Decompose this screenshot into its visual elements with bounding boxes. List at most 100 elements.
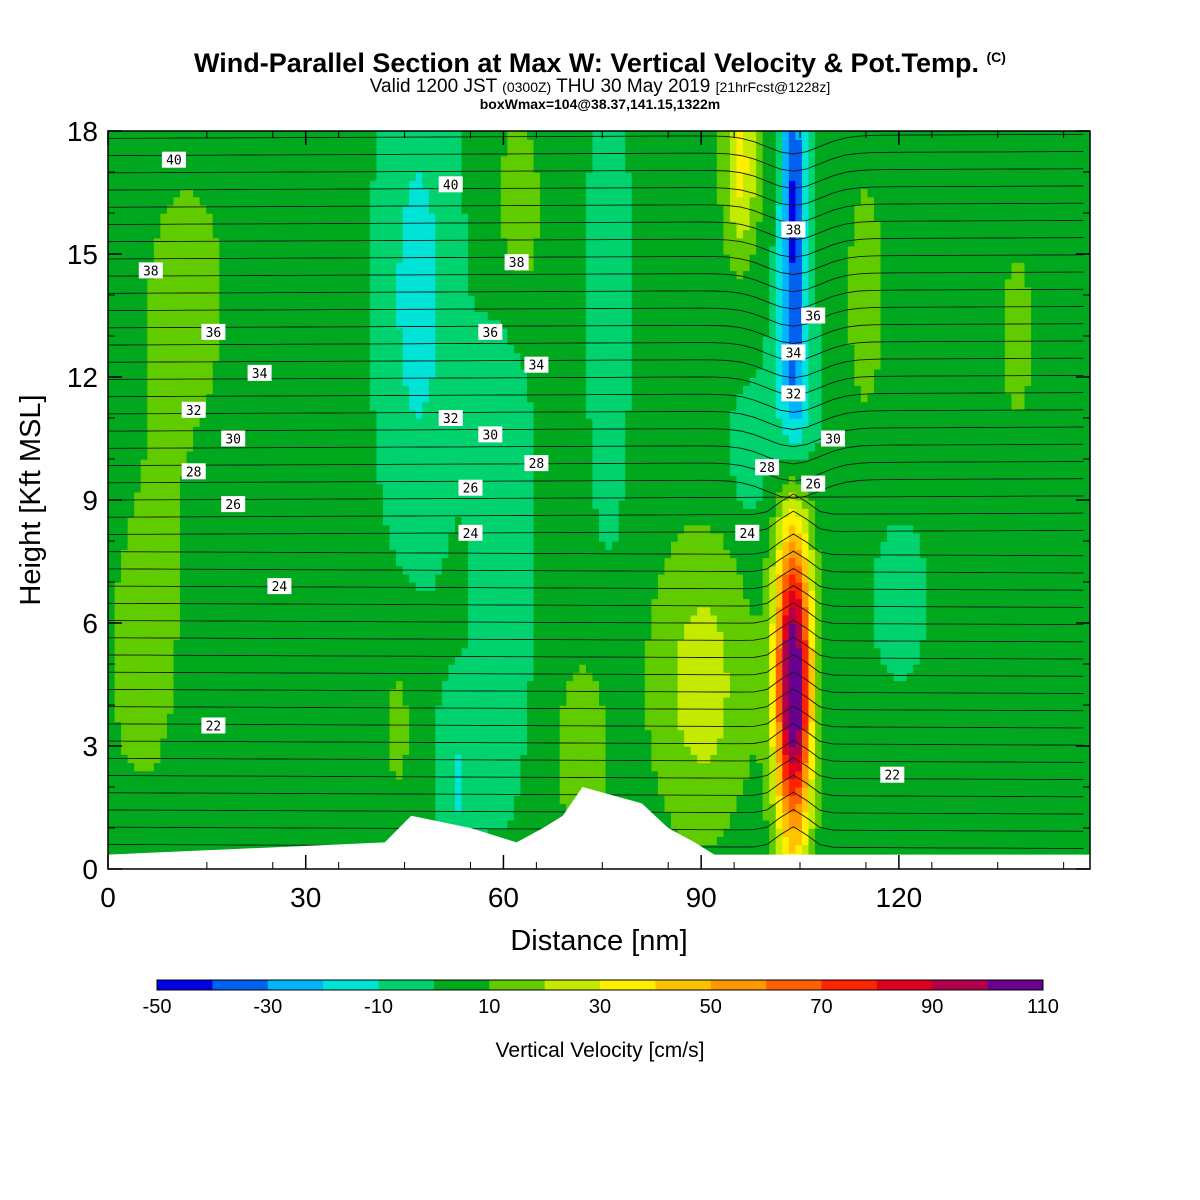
velocity-cell	[638, 770, 646, 780]
velocity-cell	[428, 639, 437, 649]
velocity-cell	[553, 705, 561, 714]
velocity-cell	[618, 787, 626, 796]
velocity-cell	[965, 811, 973, 821]
velocity-cell	[468, 680, 476, 690]
velocity-cell	[605, 770, 613, 780]
velocity-cell	[369, 606, 378, 616]
velocity-cell	[1070, 639, 1078, 649]
velocity-cell	[801, 664, 810, 673]
velocity-cell	[160, 795, 168, 805]
velocity-cell	[873, 598, 882, 608]
velocity-cell	[252, 828, 260, 837]
velocity-cell	[140, 836, 148, 846]
velocity-cell	[599, 770, 607, 780]
velocity-cell	[258, 647, 266, 657]
velocity-cell	[546, 713, 554, 723]
velocity-cell	[664, 696, 672, 706]
velocity-cell	[566, 705, 574, 714]
velocity-cell	[697, 729, 705, 739]
velocity-cell	[1011, 787, 1019, 796]
velocity-cell	[291, 836, 299, 846]
velocity-cell	[533, 778, 541, 788]
velocity-cell	[324, 647, 332, 657]
velocity-cell	[801, 688, 810, 698]
velocity-cell	[330, 614, 338, 624]
velocity-cell	[965, 721, 973, 731]
velocity-cell	[769, 795, 777, 805]
velocity-cell	[369, 705, 378, 714]
velocity-cell	[900, 787, 908, 796]
velocity-cell	[441, 729, 450, 739]
velocity-cell	[337, 664, 345, 673]
velocity-cell	[729, 647, 738, 657]
velocity-cell	[847, 762, 856, 772]
velocity-cell	[121, 713, 129, 723]
velocity-cell	[906, 844, 914, 854]
velocity-cell	[690, 811, 698, 821]
velocity-cell	[422, 623, 430, 632]
velocity-cell	[913, 819, 921, 829]
velocity-cell	[991, 819, 1000, 829]
velocity-cell	[572, 655, 581, 665]
velocity-cell	[945, 655, 954, 665]
velocity-cell	[396, 696, 404, 706]
velocity-cell	[1063, 631, 1072, 641]
velocity-cell	[219, 655, 227, 665]
velocity-cell	[959, 614, 967, 624]
velocity-cell	[114, 664, 122, 673]
velocity-cell	[1076, 631, 1085, 641]
velocity-cell	[782, 803, 790, 813]
velocity-cell	[513, 770, 522, 780]
velocity-cell	[939, 598, 947, 608]
velocity-cell	[749, 803, 757, 813]
velocity-cell	[180, 836, 188, 846]
velocity-cell	[369, 655, 378, 665]
velocity-cell	[238, 647, 247, 657]
velocity-cell	[474, 819, 482, 829]
velocity-cell	[173, 631, 181, 641]
velocity-cell	[579, 705, 587, 714]
velocity-cell	[854, 811, 862, 821]
velocity-cell	[716, 696, 725, 706]
velocity-cell	[533, 746, 541, 755]
velocity-cell	[972, 664, 980, 673]
velocity-cell	[697, 614, 705, 624]
velocity-cell	[1004, 836, 1013, 846]
velocity-cell	[900, 614, 908, 624]
velocity-cell	[428, 795, 437, 805]
velocity-cell	[828, 762, 836, 772]
velocity-cell	[134, 680, 142, 690]
velocity-cell	[1017, 647, 1026, 657]
velocity-cell	[985, 836, 993, 846]
velocity-cell	[140, 819, 148, 829]
velocity-cell	[121, 803, 129, 813]
velocity-cell	[1057, 787, 1065, 796]
velocity-cell	[1031, 787, 1039, 796]
velocity-cell	[919, 737, 928, 747]
velocity-cell	[867, 647, 875, 657]
velocity-cell	[441, 598, 450, 608]
velocity-cell	[356, 631, 365, 641]
velocity-cell	[867, 606, 875, 616]
velocity-cell	[782, 828, 790, 837]
velocity-cell	[775, 705, 784, 714]
velocity-cell	[258, 623, 266, 632]
velocity-cell	[651, 795, 659, 805]
velocity-cell	[238, 795, 247, 805]
velocity-cell	[356, 598, 365, 608]
velocity-cell	[441, 811, 450, 821]
velocity-cell	[926, 614, 934, 624]
velocity-cell	[1017, 696, 1026, 706]
velocity-cell	[926, 705, 934, 714]
velocity-cell	[153, 787, 162, 796]
velocity-cell	[180, 803, 188, 813]
velocity-cell	[1024, 672, 1032, 682]
velocity-cell	[815, 647, 823, 657]
velocity-cell	[1031, 844, 1039, 854]
velocity-cell	[500, 664, 509, 673]
velocity-cell	[815, 688, 823, 698]
velocity-cell	[474, 746, 482, 755]
velocity-cell	[723, 696, 731, 706]
velocity-cell	[762, 696, 770, 706]
velocity-cell	[500, 672, 509, 682]
